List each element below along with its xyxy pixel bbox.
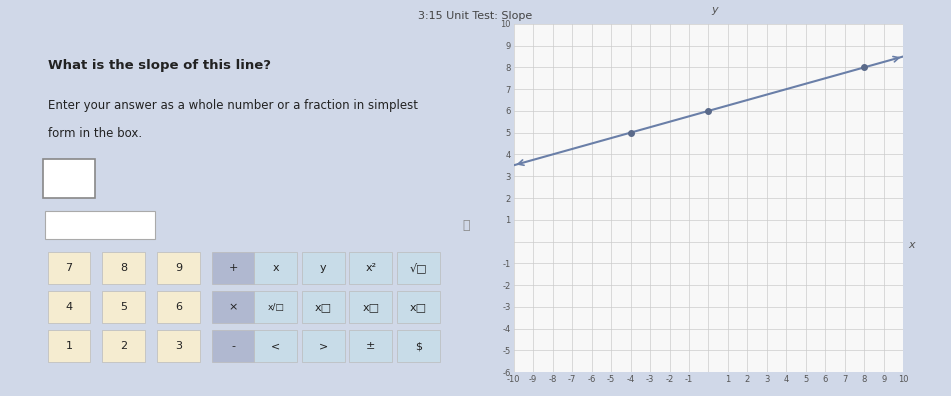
- Bar: [212, 291, 255, 323]
- Bar: [302, 291, 344, 323]
- Bar: [48, 330, 90, 362]
- Bar: [302, 252, 344, 284]
- Text: x/□: x/□: [267, 303, 284, 312]
- Bar: [350, 330, 393, 362]
- Text: +: +: [228, 263, 238, 273]
- FancyBboxPatch shape: [46, 211, 154, 239]
- Text: -: -: [231, 341, 235, 351]
- Text: x□: x□: [410, 302, 427, 312]
- Bar: [157, 291, 200, 323]
- Text: 8: 8: [120, 263, 127, 273]
- Text: ▼: ▼: [143, 220, 150, 230]
- Text: y: y: [320, 263, 326, 273]
- Text: √□: √□: [410, 263, 427, 273]
- Bar: [398, 330, 439, 362]
- Text: x: x: [273, 263, 279, 273]
- Bar: [48, 252, 90, 284]
- Text: x²: x²: [365, 263, 377, 273]
- Bar: [255, 330, 297, 362]
- Text: 6: 6: [175, 302, 182, 312]
- Bar: [103, 330, 146, 362]
- Text: 1: 1: [66, 341, 72, 351]
- Text: form in the box.: form in the box.: [48, 127, 142, 140]
- FancyBboxPatch shape: [43, 159, 95, 198]
- Bar: [157, 252, 200, 284]
- Text: 3: 3: [175, 341, 182, 351]
- Text: <: <: [271, 341, 281, 351]
- Text: 9: 9: [175, 263, 182, 273]
- Bar: [255, 252, 297, 284]
- Bar: [212, 252, 255, 284]
- Text: $: $: [415, 341, 422, 351]
- Text: y: y: [711, 5, 718, 15]
- Bar: [398, 252, 439, 284]
- Bar: [212, 330, 255, 362]
- Text: 5: 5: [120, 302, 127, 312]
- Text: x□: x□: [315, 302, 332, 312]
- Bar: [398, 291, 439, 323]
- Text: x: x: [908, 240, 915, 250]
- Text: x□: x□: [362, 302, 379, 312]
- Text: >: >: [319, 341, 328, 351]
- Bar: [48, 291, 90, 323]
- Bar: [103, 252, 146, 284]
- Text: 2: 2: [120, 341, 127, 351]
- Bar: [350, 291, 393, 323]
- Text: Enter your answer as a whole number or a fraction in simplest: Enter your answer as a whole number or a…: [48, 99, 417, 112]
- Bar: [350, 252, 393, 284]
- Text: ×: ×: [228, 302, 238, 312]
- Bar: [255, 291, 297, 323]
- Text: What is the slope of this line?: What is the slope of this line?: [48, 59, 270, 72]
- Bar: [302, 330, 344, 362]
- Text: ⓘ: ⓘ: [462, 219, 470, 232]
- Bar: [103, 291, 146, 323]
- Bar: [157, 330, 200, 362]
- Text: 4: 4: [66, 302, 72, 312]
- Text: Basic: Basic: [67, 220, 96, 230]
- Text: 7: 7: [66, 263, 72, 273]
- Text: 3:15 Unit Test: Slope: 3:15 Unit Test: Slope: [418, 11, 533, 21]
- Text: ±: ±: [366, 341, 376, 351]
